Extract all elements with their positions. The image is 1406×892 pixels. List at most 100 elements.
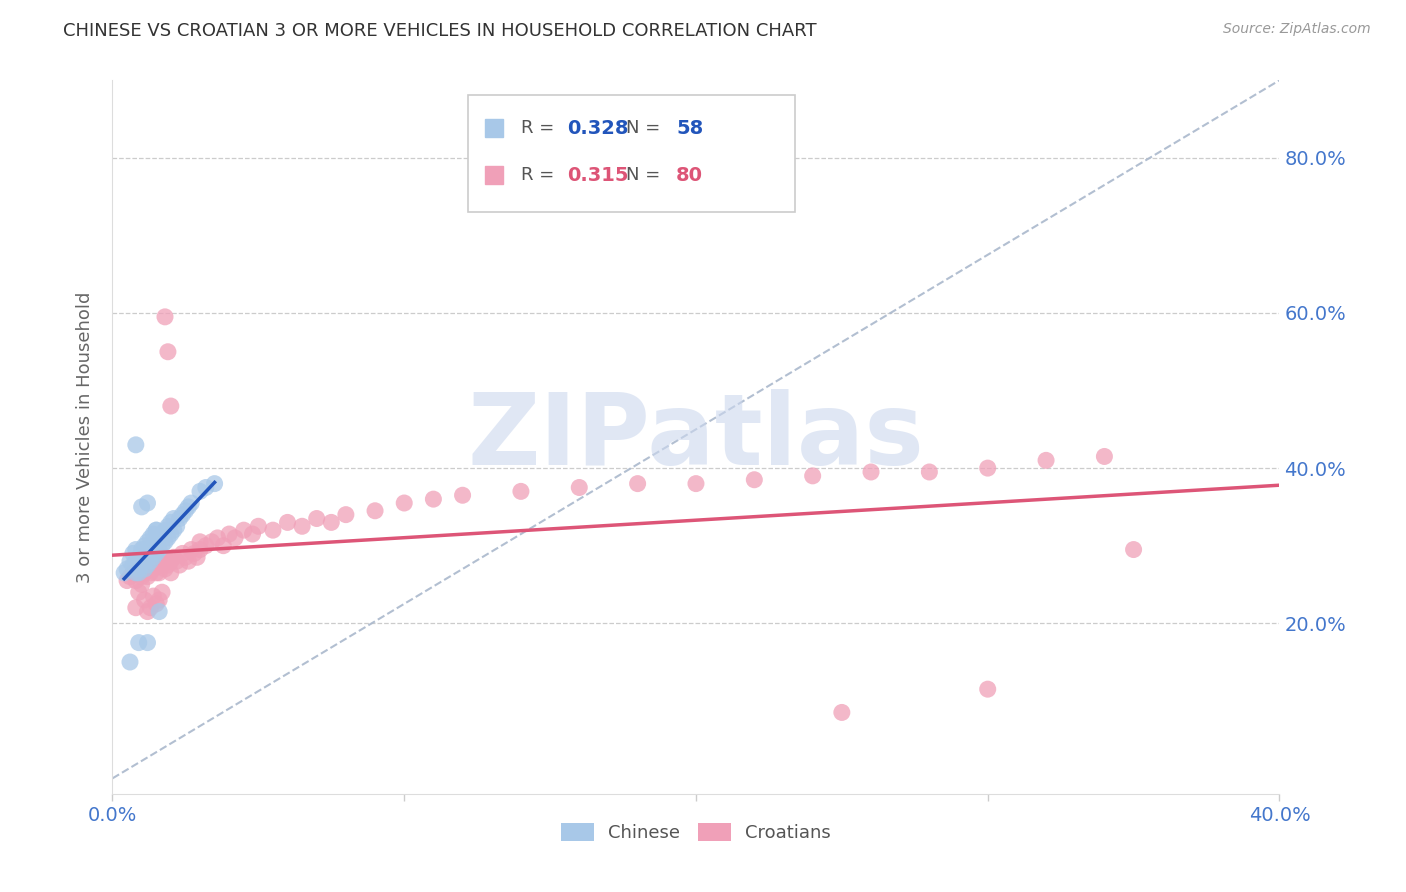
Point: [128, 635, 150, 649]
Point: [364, 504, 387, 518]
Point: [145, 546, 167, 560]
Point: [139, 542, 162, 557]
Point: [188, 484, 211, 499]
Point: [1122, 542, 1144, 557]
Point: [150, 585, 173, 599]
Point: [224, 531, 246, 545]
Point: [150, 527, 173, 541]
Point: [153, 310, 176, 324]
Point: [422, 492, 444, 507]
Text: ZIPatlas: ZIPatlas: [468, 389, 924, 485]
Point: [145, 566, 167, 580]
Point: [1035, 453, 1057, 467]
Point: [742, 473, 765, 487]
Point: [451, 488, 474, 502]
Point: [172, 508, 194, 522]
Point: [201, 534, 224, 549]
Point: [169, 558, 191, 572]
Point: [180, 542, 202, 557]
Point: [166, 554, 188, 568]
Point: [232, 523, 254, 537]
Point: [142, 589, 165, 603]
Point: [163, 523, 186, 537]
Legend: Chinese, Croatians: Chinese, Croatians: [554, 815, 838, 849]
Point: [136, 570, 159, 584]
Point: [142, 550, 165, 565]
Point: [139, 531, 162, 545]
Point: [142, 562, 165, 576]
Point: [131, 562, 153, 576]
Point: [128, 562, 150, 576]
Point: [136, 558, 159, 572]
Point: [186, 550, 208, 565]
Point: [131, 550, 153, 565]
Point: [153, 550, 176, 565]
Point: [194, 539, 217, 553]
Point: [1094, 450, 1116, 464]
Text: 0.328: 0.328: [568, 119, 628, 137]
Point: [122, 546, 145, 560]
Point: [148, 554, 170, 568]
Point: [128, 566, 150, 580]
Text: 58: 58: [676, 119, 703, 137]
Point: [305, 511, 328, 525]
Point: [177, 554, 200, 568]
Point: [160, 566, 183, 580]
Point: [166, 519, 188, 533]
Point: [174, 550, 197, 565]
Point: [131, 570, 153, 584]
Point: [145, 534, 167, 549]
Point: [160, 527, 183, 541]
Point: [134, 566, 156, 580]
Point: [204, 476, 226, 491]
Point: [568, 481, 591, 495]
Point: [131, 542, 153, 557]
Point: [118, 655, 141, 669]
Point: [153, 534, 176, 549]
Point: [136, 534, 159, 549]
Point: [136, 546, 159, 560]
Point: [125, 554, 148, 568]
Point: [139, 558, 162, 572]
Point: [153, 523, 176, 537]
Point: [134, 554, 156, 568]
Point: [118, 554, 141, 568]
Point: [128, 585, 150, 599]
Point: [242, 527, 264, 541]
Point: [156, 344, 179, 359]
Point: [122, 558, 145, 572]
Point: [918, 465, 941, 479]
Point: [118, 570, 141, 584]
Point: [335, 508, 357, 522]
Point: [115, 562, 138, 576]
Point: [128, 566, 150, 580]
Point: [801, 468, 824, 483]
Y-axis label: 3 or more Vehicles in Household: 3 or more Vehicles in Household: [76, 292, 94, 582]
Text: 0.315: 0.315: [568, 166, 628, 185]
Point: [194, 481, 217, 495]
Point: [112, 566, 135, 580]
Point: [247, 519, 270, 533]
Point: [291, 519, 314, 533]
Point: [321, 516, 343, 530]
FancyBboxPatch shape: [468, 95, 796, 212]
Point: [125, 600, 148, 615]
Point: [125, 542, 148, 557]
Point: [188, 542, 211, 557]
Point: [128, 550, 150, 565]
Point: [136, 635, 159, 649]
Text: N =: N =: [626, 120, 666, 137]
Point: [177, 500, 200, 514]
Point: [131, 558, 153, 572]
Point: [976, 682, 998, 697]
Point: [150, 539, 173, 553]
Point: [212, 539, 235, 553]
Point: [131, 500, 153, 514]
Point: [156, 558, 179, 572]
Point: [145, 523, 167, 537]
Point: [145, 597, 167, 611]
Point: [860, 465, 883, 479]
Point: [627, 476, 650, 491]
Point: [160, 554, 183, 568]
Point: [156, 519, 179, 533]
